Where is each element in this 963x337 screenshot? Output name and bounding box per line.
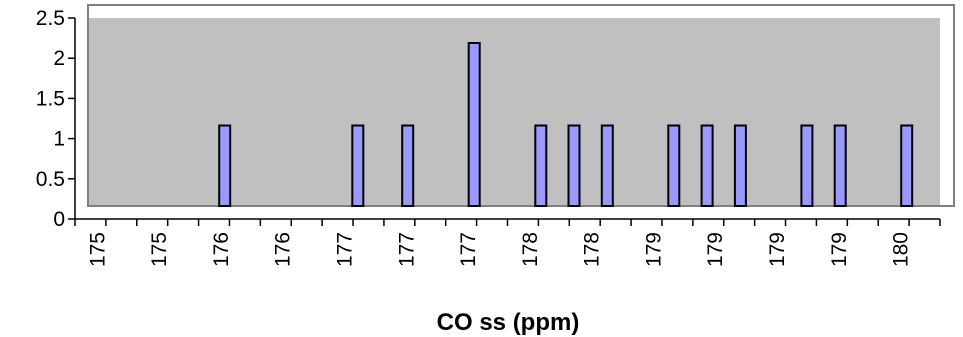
bar <box>534 124 548 207</box>
x-tick-label: 178 <box>581 232 604 267</box>
x-tick-label: 179 <box>704 232 727 267</box>
bar <box>401 124 415 207</box>
plot-area <box>87 4 955 207</box>
bar <box>833 124 847 207</box>
bar <box>351 124 365 207</box>
x-tick-label: 180 <box>890 232 913 267</box>
bar <box>600 124 614 207</box>
x-tick-label: 177 <box>457 232 480 267</box>
y-tick-label: 0 <box>53 208 65 231</box>
y-tick-label: 1 <box>53 128 65 151</box>
x-tick-label: 176 <box>210 232 233 267</box>
axes <box>68 17 941 226</box>
x-axis-title: CO ss (ppm) <box>437 309 580 336</box>
x-tick-label: 176 <box>272 232 295 267</box>
bar <box>800 124 814 207</box>
plot-frame <box>87 4 955 207</box>
x-tick-label: 179 <box>766 232 789 267</box>
x-tick-labels: 175 175 176 176 177 177 177 178 178 179 179 179 179 1… <box>86 232 912 267</box>
y-tick-labels: 0 0.5 1 1.5 2 2.5 <box>36 7 65 231</box>
y-tick-label: 0.5 <box>36 168 65 191</box>
x-tick-label: 175 <box>86 232 109 267</box>
bar <box>218 124 232 207</box>
bar <box>733 124 747 207</box>
bar <box>900 124 914 207</box>
bar <box>467 42 481 207</box>
y-tick-label: 2 <box>53 47 65 70</box>
x-tick-label: 177 <box>333 232 356 267</box>
bar <box>567 124 581 207</box>
bar <box>667 124 681 207</box>
x-tick-label: 175 <box>148 232 171 267</box>
x-tick-label: 177 <box>395 232 418 267</box>
x-tick-label: 179 <box>828 232 851 267</box>
y-tick-label: 1.5 <box>36 87 65 110</box>
bar <box>700 124 714 207</box>
x-tick-label: 178 <box>519 232 542 267</box>
y-tick-label: 2.5 <box>36 7 65 30</box>
x-tick-label: 179 <box>642 232 665 267</box>
bars <box>218 42 914 207</box>
